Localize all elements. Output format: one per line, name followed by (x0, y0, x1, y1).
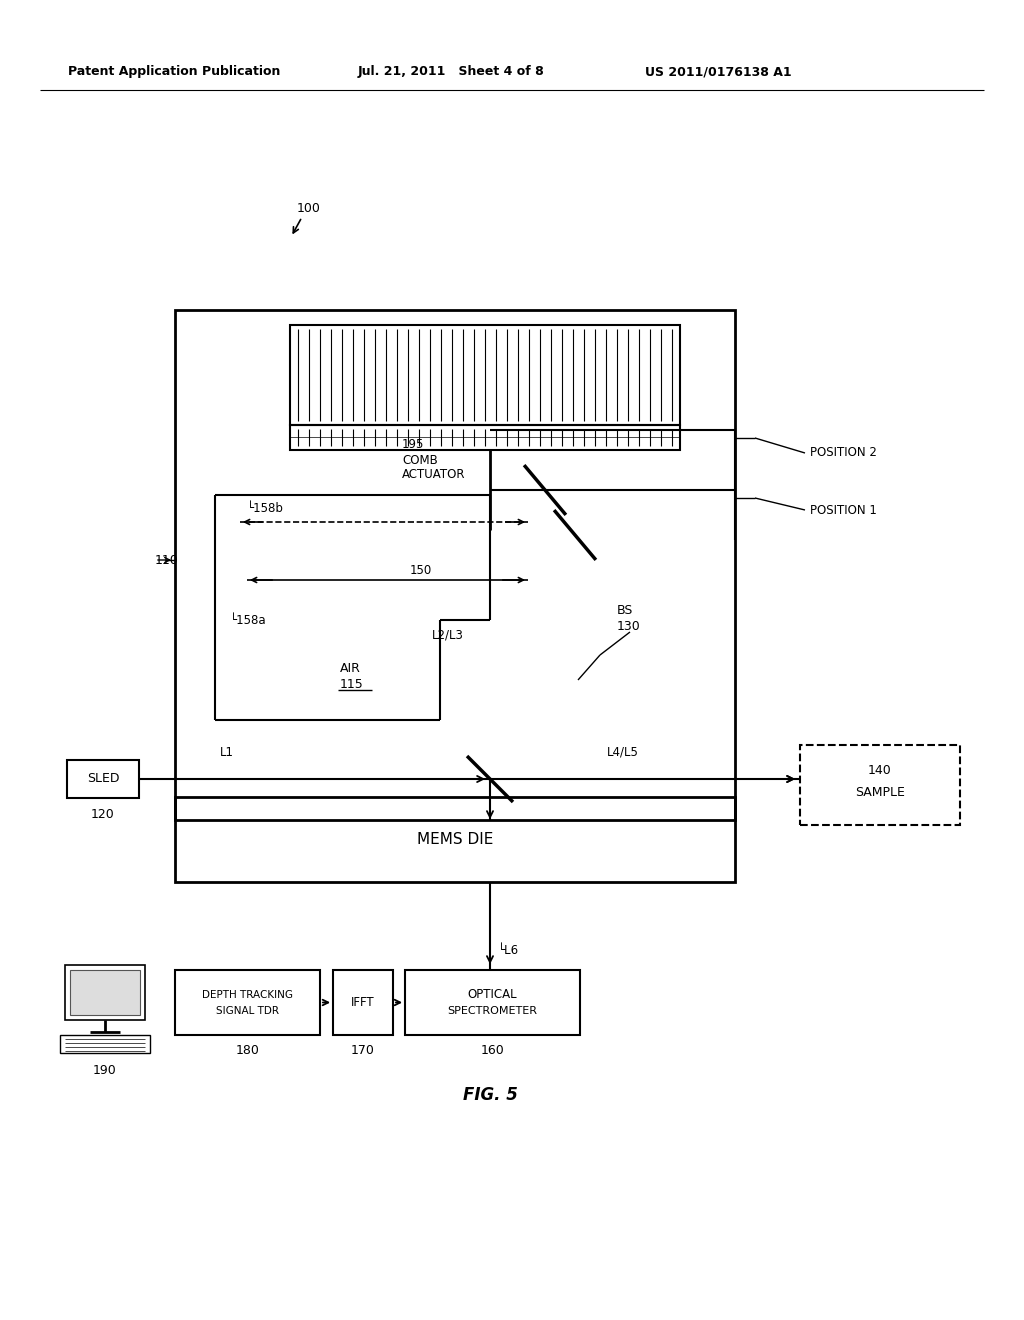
Text: AIR: AIR (340, 661, 360, 675)
Text: SAMPLE: SAMPLE (855, 785, 905, 799)
Text: 160: 160 (480, 1044, 505, 1056)
Text: BS: BS (617, 603, 634, 616)
Text: 180: 180 (236, 1044, 259, 1056)
Bar (175, 797, 735, 882)
Text: L2/L3: L2/L3 (432, 628, 464, 642)
Text: POSITION 1: POSITION 1 (810, 503, 877, 516)
Text: 130: 130 (617, 619, 641, 632)
Text: └L6: └L6 (498, 944, 519, 957)
Text: 195: 195 (402, 438, 424, 451)
Text: 115: 115 (340, 677, 364, 690)
Text: 150: 150 (410, 564, 432, 577)
Text: └158a: └158a (230, 614, 266, 627)
Text: SIGNAL TDR: SIGNAL TDR (216, 1006, 279, 1015)
Bar (67, 760, 139, 799)
Bar (290, 425, 680, 450)
Text: 140: 140 (868, 763, 892, 776)
Bar (65, 965, 145, 1020)
Bar (175, 970, 319, 1035)
Bar (406, 970, 580, 1035)
Bar (290, 325, 680, 425)
Bar (175, 310, 735, 820)
Text: Patent Application Publication: Patent Application Publication (68, 66, 281, 78)
Bar (70, 970, 140, 1015)
Text: MEMS DIE: MEMS DIE (417, 832, 494, 847)
Text: DEPTH TRACKING: DEPTH TRACKING (202, 990, 293, 999)
Text: IFFT: IFFT (351, 997, 375, 1008)
Bar (60, 1035, 150, 1053)
Text: COMB: COMB (402, 454, 437, 466)
Text: L1: L1 (220, 746, 234, 759)
Bar (333, 970, 393, 1035)
Text: 190: 190 (93, 1064, 117, 1077)
Text: L4/L5: L4/L5 (607, 746, 639, 759)
Text: 100: 100 (297, 202, 321, 214)
Text: └158b: └158b (247, 502, 284, 515)
Text: Jul. 21, 2011   Sheet 4 of 8: Jul. 21, 2011 Sheet 4 of 8 (358, 66, 545, 78)
Text: 170: 170 (351, 1044, 375, 1056)
Bar (800, 744, 961, 825)
Text: ACTUATOR: ACTUATOR (402, 469, 466, 482)
Text: POSITION 2: POSITION 2 (810, 446, 877, 459)
Text: 110: 110 (155, 553, 179, 566)
Text: 120: 120 (91, 808, 115, 821)
Text: SLED: SLED (87, 772, 119, 785)
Text: US 2011/0176138 A1: US 2011/0176138 A1 (645, 66, 792, 78)
Text: FIG. 5: FIG. 5 (463, 1086, 517, 1104)
Text: SPECTROMETER: SPECTROMETER (447, 1006, 538, 1015)
Text: OPTICAL: OPTICAL (468, 987, 517, 1001)
